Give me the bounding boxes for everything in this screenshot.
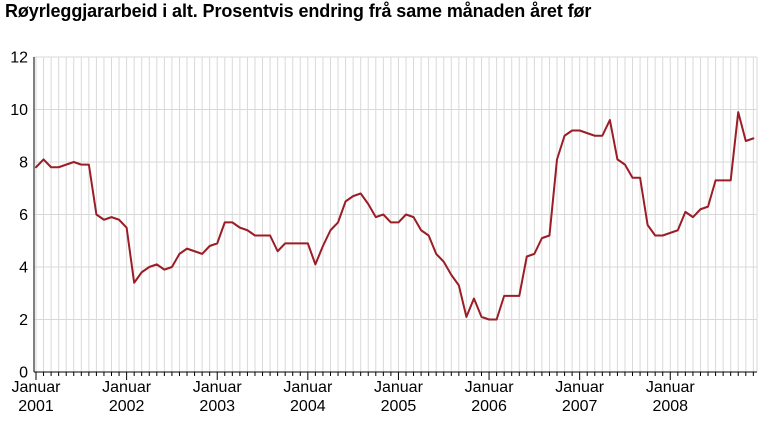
x-tick-label-month: Januar	[646, 379, 696, 396]
chart-title: Røyrleggjararbeid i alt. Prosentvis endr…	[5, 1, 592, 21]
x-tick-label-year: 2006	[471, 398, 507, 415]
y-tick-label: 10	[10, 102, 28, 119]
x-tick-label-month: Januar	[465, 379, 515, 396]
x-tick-label-year: 2005	[381, 398, 417, 415]
x-tick-label-month: Januar	[374, 379, 424, 396]
horizontal-grid	[34, 56, 757, 320]
x-tick-label-year: 2002	[109, 398, 145, 415]
y-axis-labels: 0 2 4 6 8 10 12	[10, 50, 28, 382]
series-lines	[35, 111, 755, 321]
y-tick-label: 6	[19, 207, 28, 224]
x-tick-label-month: Januar	[102, 379, 152, 396]
y-tick-label: 4	[19, 260, 28, 277]
x-tick-label-month: Januar	[193, 379, 243, 396]
x-tick-label-year: 2007	[562, 398, 598, 415]
y-tick-label: 12	[10, 50, 28, 67]
y-tick-label: 0	[19, 365, 28, 382]
x-tick-label-year: 2003	[199, 398, 235, 415]
x-tick-label-year: 2004	[290, 398, 326, 415]
x-tick-label-month: Januar	[12, 379, 62, 396]
x-tick-label-month: Januar	[283, 379, 333, 396]
x-tick-label-month: Januar	[555, 379, 605, 396]
y-tick-label: 2	[19, 312, 28, 329]
x-axis-labels: Januar 2001 Januar 2002 Januar 2003 Januar 2004…	[12, 379, 696, 415]
x-tick-label-year: 2008	[652, 398, 688, 415]
y-tick-label: 8	[19, 155, 28, 172]
x-tick-label-year: 2001	[18, 398, 54, 415]
series-line	[35, 111, 755, 321]
axes	[33, 57, 757, 380]
